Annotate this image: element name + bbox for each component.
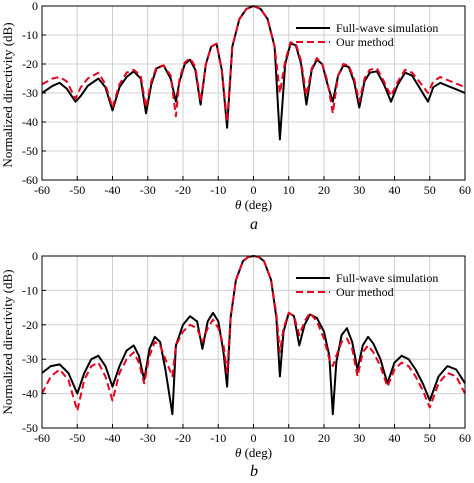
x-tick-label: 10 — [283, 183, 295, 197]
x-tick-label: 30 — [353, 431, 365, 445]
x-tick-label: -60 — [34, 431, 50, 445]
x-tick-label: -30 — [140, 431, 156, 445]
x-axis-label: θ (deg) — [235, 445, 272, 460]
series-line-our-method — [41, 5, 466, 123]
y-tick-label: -50 — [22, 144, 38, 158]
x-tick-label: -20 — [175, 431, 191, 445]
x-tick-label: 40 — [389, 431, 401, 445]
x-tick-label: -60 — [34, 183, 50, 197]
x-tick-label: 50 — [424, 431, 436, 445]
legend-label: Our method — [336, 35, 394, 49]
x-tick-label: -50 — [69, 431, 85, 445]
x-tick-label: 10 — [283, 431, 295, 445]
x-axis-label: θ (deg) — [235, 197, 272, 212]
y-axis-label: Normalized directivity (dB) — [0, 269, 15, 414]
x-tick-label: 30 — [353, 183, 365, 197]
y-tick-label: -30 — [22, 86, 38, 100]
y-tick-label: 0 — [32, 0, 38, 13]
y-tick-label: -40 — [22, 115, 38, 129]
x-tick-label: 60 — [459, 183, 471, 197]
y-tick-label: -10 — [22, 28, 38, 42]
y-tick-label: 0 — [32, 249, 38, 263]
x-tick-label: 40 — [389, 183, 401, 197]
x-tick-label: -30 — [140, 183, 156, 197]
x-tick-label: 60 — [459, 431, 471, 445]
y-tick-label: -20 — [22, 318, 38, 332]
y-tick-label: -10 — [22, 283, 38, 297]
x-tick-label: 50 — [424, 183, 436, 197]
y-tick-label: -20 — [22, 57, 38, 71]
x-tick-label: -40 — [105, 431, 121, 445]
legend-label: Full-wave simulation — [336, 271, 438, 285]
x-tick-label: 20 — [318, 183, 330, 197]
legend-label: Full-wave simulation — [336, 21, 438, 35]
y-tick-label: -30 — [22, 352, 38, 366]
chart-panel-b: -60 -50 -40 -30 -20 -10 0 10 20 30 40 50 600-10-20-3… — [0, 249, 471, 480]
y-axis-label: Normalized directivity (dB) — [0, 22, 15, 167]
chart-panel-a: -60 -50 -40 -30 -20 -10 0 10 20 30 40 50 60 0 -10 -20 -3… — [0, 0, 471, 233]
x-tick-label: -10 — [210, 431, 226, 445]
x-tick-label: -20 — [175, 183, 191, 197]
x-tick-label: 20 — [318, 431, 330, 445]
panel-caption: b — [250, 463, 258, 480]
y-tick-label: -60 — [22, 173, 38, 187]
y-tick-label: -50 — [22, 421, 38, 435]
legend-label: Our method — [336, 285, 394, 299]
x-tick-label: 0 — [251, 183, 257, 197]
panel-caption: a — [250, 216, 258, 233]
x-tick-label: 0 — [251, 431, 257, 445]
x-tick-label: -10 — [210, 183, 226, 197]
x-tick-label: -50 — [69, 183, 85, 197]
x-tick-label: -40 — [105, 183, 121, 197]
y-tick-label: -40 — [22, 387, 38, 401]
